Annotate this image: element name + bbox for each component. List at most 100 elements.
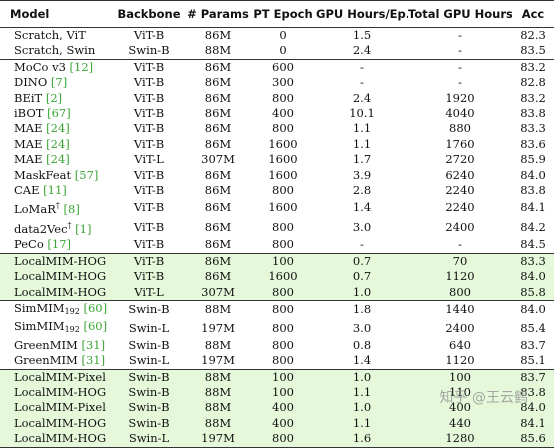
cell-acc: 84.0: [512, 269, 554, 285]
model-name: MaskFeat: [14, 167, 72, 182]
model-name: Scratch, Swin: [14, 43, 96, 58]
cell-backbone: ViT-B: [133, 121, 165, 136]
citation-link[interactable]: [2]: [45, 90, 63, 105]
cell-pt-epoch: 800: [250, 284, 316, 301]
cell-params: 88M: [186, 299, 250, 320]
cell-pt-epoch: 800: [272, 121, 294, 136]
header-backbone: Backbone: [112, 0, 186, 28]
cell-model: CAE [11]: [0, 183, 112, 198]
cell-gpu-hours-per-epoch: 2.4: [352, 43, 372, 58]
model-name: GreenMIM: [14, 337, 78, 352]
cell-pt-epoch: 100: [250, 252, 316, 270]
table-header-row: Model Backbone # Params PT Epoch GPU Hou…: [0, 0, 554, 28]
model-name: GreenMIM: [14, 353, 78, 368]
citation-link[interactable]: [17]: [47, 237, 72, 252]
model-name: PeCo: [14, 237, 44, 252]
cell-pt-epoch: 800: [272, 353, 294, 368]
citation-link[interactable]: [12]: [69, 59, 94, 74]
cell-model: data2Vec† [1]: [0, 218, 112, 237]
citation-link[interactable]: [60]: [83, 300, 108, 315]
model-subscript: 192: [64, 306, 80, 316]
cell-pt-epoch: 1600: [250, 269, 316, 285]
cell-acc: 85.8: [512, 284, 554, 301]
cell-total-gpu-hours: 100: [408, 368, 512, 385]
cell-backbone: ViT-B: [133, 219, 165, 234]
cell-acc: 83.5: [520, 43, 546, 58]
cell-total-gpu-hours: 2400: [445, 219, 475, 234]
cell-backbone: ViT-B: [112, 252, 186, 270]
cell-gpu-hours-per-epoch: 1.4: [352, 200, 372, 215]
cell-acc: 84.5: [520, 237, 546, 252]
citation-link[interactable]: [24]: [46, 136, 70, 151]
cell-gpu-hours-per-epoch: 1.5: [352, 28, 372, 42]
cell-gpu-hours-per-epoch: -: [316, 58, 408, 76]
cell-total-gpu-hours: -: [458, 237, 462, 252]
cell-pt-epoch: 100: [250, 384, 316, 401]
cell-backbone: Swin-B: [128, 43, 170, 58]
model-name: iBOT: [14, 106, 44, 121]
cell-backbone: ViT-B: [112, 269, 186, 285]
cell-acc: 84.0: [512, 299, 554, 320]
cell-total-gpu-hours: 2720: [445, 152, 475, 167]
table-row: MAE [24] ViT-B 86M 800 1.1 880 83.3: [0, 121, 554, 136]
cell-gpu-hours-per-epoch: 1.1: [316, 384, 408, 401]
model-name: SimMIM: [14, 300, 65, 315]
cell-pt-epoch: 1600: [268, 200, 298, 215]
cell-acc: 84.1: [512, 415, 554, 432]
model-name: MoCo v3: [14, 59, 66, 74]
citation-link[interactable]: [31]: [81, 337, 106, 352]
cell-params: 86M: [204, 75, 232, 90]
cell-backbone: ViT-B: [133, 200, 165, 215]
cell-model: PeCo [17]: [0, 237, 112, 253]
table-row: LocalMIM-HOG ViT-B 86M 1600 0.7 1120 84.0: [0, 269, 554, 285]
cell-backbone: ViT-B: [133, 167, 165, 182]
cell-model: LocalMIM-HOG: [0, 269, 112, 285]
cell-params: 307M: [201, 152, 235, 167]
citation-link[interactable]: [11]: [43, 183, 67, 198]
cell-pt-epoch: 800: [272, 183, 294, 198]
cell-params: 86M: [204, 167, 232, 182]
cell-backbone: Swin-B: [112, 415, 186, 432]
cell-pt-epoch: 100: [250, 368, 316, 385]
cell-params: 88M: [186, 384, 250, 401]
cell-total-gpu-hours: 6240: [445, 167, 475, 182]
citation-link[interactable]: [67]: [47, 106, 71, 121]
citation-link[interactable]: [24]: [46, 121, 70, 136]
model-name: MAE: [14, 152, 43, 167]
cell-acc: 84.2: [520, 219, 546, 234]
cell-acc: 82.8: [520, 75, 546, 90]
cell-model: MAE [24]: [0, 121, 112, 136]
citation-link[interactable]: [7]: [50, 75, 68, 90]
table-row: PeCo [17] ViT-B 86M 800 - - 84.5: [0, 237, 554, 253]
cell-total-gpu-hours: 4040: [445, 106, 475, 121]
cell-total-gpu-hours: 1280: [408, 431, 512, 448]
table-row: MAE [24] ViT-B 86M 1600 1.1 1760 83.6: [0, 137, 554, 152]
cell-total-gpu-hours: 2240: [445, 183, 475, 198]
cell-total-gpu-hours: 880: [449, 121, 471, 136]
citation-link[interactable]: [24]: [46, 152, 70, 167]
cell-backbone: Swin-B: [112, 384, 186, 401]
cell-params: 86M: [204, 219, 232, 234]
cell-params: 86M: [204, 121, 232, 136]
citation-link[interactable]: [31]: [81, 353, 106, 368]
model-name: MAE: [14, 136, 43, 151]
cell-gpu-hours-per-epoch: 2.4: [352, 90, 372, 105]
cell-acc: 83.8: [512, 384, 554, 401]
cell-model: MaskFeat [57]: [0, 168, 112, 183]
citation-link[interactable]: [1]: [75, 221, 92, 236]
cell-pt-epoch: 1600: [268, 167, 298, 182]
model-dagger: †: [67, 220, 72, 230]
citation-link[interactable]: [8]: [63, 202, 80, 217]
cell-total-gpu-hours: 1920: [445, 90, 475, 105]
cell-backbone: Swin-B: [112, 400, 186, 416]
citation-link[interactable]: [57]: [74, 167, 99, 182]
citation-link[interactable]: [60]: [83, 319, 108, 334]
table-row: LocalMIM-HOG ViT-L 307M 800 1.0 800 85.8: [0, 284, 554, 301]
model-subscript: 192: [64, 325, 80, 335]
cell-acc: 84.1: [520, 200, 546, 215]
cell-params: 86M: [204, 183, 232, 198]
cell-acc: 85.9: [520, 152, 546, 167]
cell-total-gpu-hours: 440: [408, 415, 512, 432]
cell-backbone: Swin-B: [112, 299, 186, 320]
